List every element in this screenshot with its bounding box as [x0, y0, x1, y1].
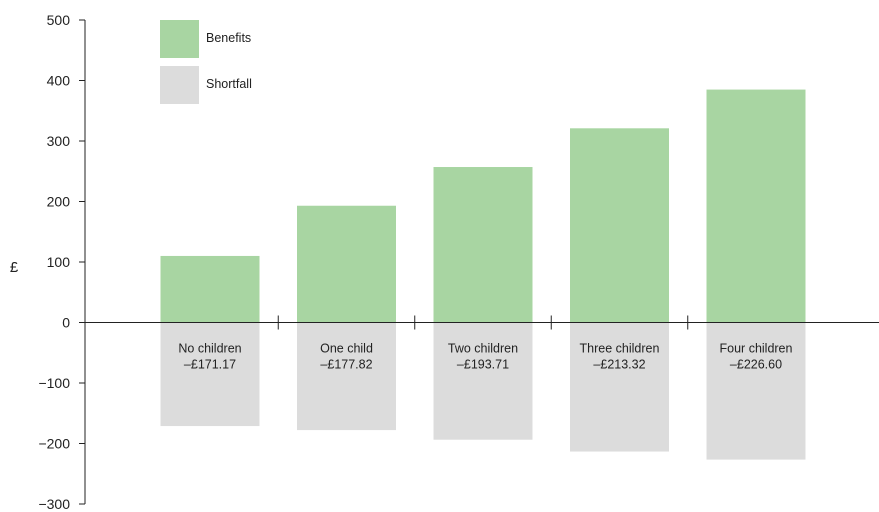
y-axis: 500 400 300 200 100 0 −100 −200 −300 — [38, 12, 86, 512]
y-tick-label: 0 — [62, 315, 70, 331]
y-tick-label: 400 — [47, 73, 71, 89]
bars — [160, 89, 806, 460]
benefits-bar — [297, 205, 396, 323]
shortfall-value-label: –£226.60 — [730, 358, 782, 372]
shortfall-bar — [160, 322, 260, 427]
benefits-bar — [706, 89, 806, 323]
shortfall-value-label: –£193.71 — [457, 358, 509, 372]
legend-label: Shortfall — [206, 77, 252, 91]
shortfall-bar — [570, 322, 669, 452]
y-tick-label: −300 — [38, 496, 70, 512]
category-labels: No children –£171.17 One child –£177.82 Two … — [178, 342, 792, 372]
benefits-bar — [160, 255, 260, 323]
shortfall-value-label: –£171.17 — [184, 358, 236, 372]
legend-swatch — [160, 66, 199, 104]
y-tick-label: 500 — [47, 12, 71, 28]
shortfall-value-label: –£177.82 — [320, 358, 372, 372]
benefits-bar — [433, 167, 533, 323]
category-label: No children — [178, 342, 241, 356]
y-tick-label: 200 — [47, 194, 71, 210]
shortfall-bar — [433, 322, 533, 440]
category-label: Four children — [720, 342, 793, 356]
y-tick-label: −200 — [38, 436, 70, 452]
category-label: One child — [320, 342, 373, 356]
category-label: Two children — [448, 342, 518, 356]
x-axis — [85, 315, 879, 330]
y-tick-label: 100 — [47, 254, 71, 270]
y-tick-label: −100 — [38, 375, 70, 391]
legend: Benefits Shortfall — [160, 20, 252, 104]
y-axis-label: £ — [10, 259, 19, 276]
category-label: Three children — [580, 342, 660, 356]
y-tick-label: 300 — [47, 133, 71, 149]
shortfall-bar — [706, 322, 806, 460]
shortfall-bar — [297, 322, 396, 431]
shortfall-value-label: –£213.32 — [593, 358, 645, 372]
benefits-bar — [570, 128, 669, 323]
legend-label: Benefits — [206, 31, 251, 45]
legend-swatch — [160, 20, 199, 58]
